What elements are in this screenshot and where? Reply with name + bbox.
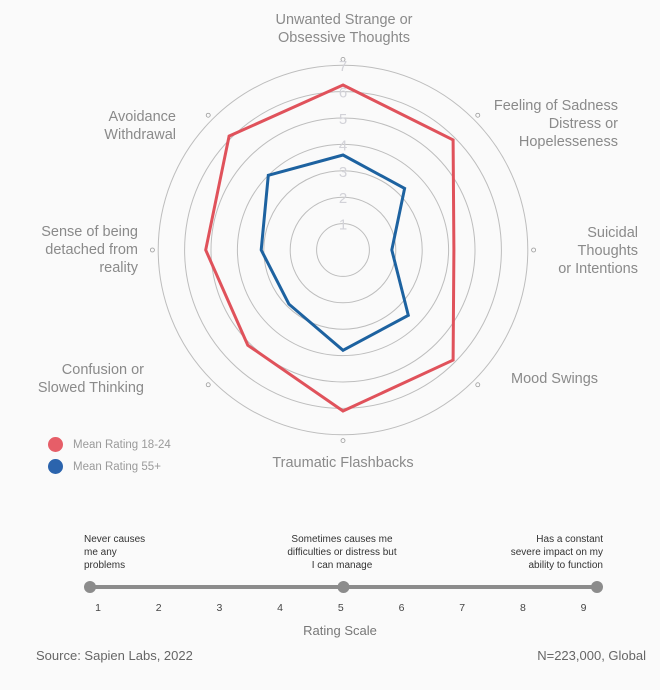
axis-end-marker-0 [340, 56, 346, 62]
radial-tick-label: 5 [339, 111, 347, 128]
scale-note-mid: Sometimes causes me difficulties or distr… [287, 534, 397, 571]
axis-label-6: Sense of being detached from reality [41, 224, 138, 276]
rating-scale-marker [84, 581, 96, 593]
grid-ring-1 [316, 223, 370, 277]
legend-swatch [48, 437, 63, 452]
legend-swatch [48, 459, 63, 474]
rating-scale-title: Rating Scale [303, 623, 377, 638]
scale-note-low: Never causes me any problems [84, 534, 146, 571]
legend-label: Mean Rating 55+ [73, 460, 161, 473]
axis-end-marker-6 [149, 247, 155, 253]
rating-scale-tick: 7 [459, 602, 465, 614]
grid-ring-6 [184, 91, 502, 409]
axis-end-marker-3 [475, 382, 481, 388]
rating-scale-marker [337, 581, 350, 593]
rating-scale-tick: 6 [399, 602, 405, 614]
grid-ring-2 [289, 196, 397, 304]
axis-label-5: Confusion or Slowed Thinking [37, 362, 144, 396]
rating-scale-tick: 4 [277, 602, 283, 614]
radial-tick-label: 2 [339, 190, 347, 207]
grid-ring-7 [157, 64, 529, 436]
axis-end-marker-5 [205, 382, 211, 388]
axis-end-marker-1 [475, 112, 481, 118]
axis-label-2: Suicidal Thoughts or Intentions [558, 225, 638, 277]
series-line-18-24 [204, 83, 456, 413]
series-line-55plus [259, 153, 411, 353]
grid-ring-4 [236, 143, 450, 357]
axis-label-4: Traumatic Flashbacks [272, 455, 414, 471]
grid-ring-3 [263, 170, 423, 330]
axis-end-marker-4 [340, 438, 346, 444]
sample-note: N=223,000, Global [537, 648, 646, 663]
axis-end-marker-2 [531, 247, 537, 253]
source-note: Source: Sapien Labs, 2022 [36, 648, 193, 663]
radial-tick-label: 1 [339, 217, 347, 234]
radial-tick-label: 6 [339, 85, 347, 102]
axis-label-3: Mood Swings [511, 371, 599, 387]
rating-scale-tick: 3 [216, 602, 222, 614]
legend-item-55plus: Mean Rating 55+ [48, 459, 161, 474]
grid-ring-5 [210, 117, 476, 383]
legend-label: Mean Rating 18-24 [73, 438, 171, 451]
rating-scale-tick: 9 [581, 602, 587, 614]
radial-tick-label: 3 [339, 164, 347, 181]
rating-scale-tick: 8 [520, 602, 526, 614]
legend-item-18-24: Mean Rating 18-24 [48, 437, 171, 452]
rating-scale-tick: 5 [338, 602, 344, 614]
axis-label-0: Unwanted Strange or Obsessive Thoughts [275, 12, 413, 46]
scale-note-high: Has a constant severe impact on my ability… [510, 534, 603, 571]
rating-scale-tick: 2 [156, 602, 162, 614]
axis-label-1: Feeling of Sadness Distress or Hopelessene… [493, 98, 618, 150]
rating-scale-marker [591, 581, 603, 593]
axis-end-marker-7 [205, 112, 211, 118]
axis-label-7: Avoidance Withdrawal [104, 109, 176, 143]
radial-tick-label: 7 [339, 58, 347, 75]
radial-tick-label: 4 [339, 137, 347, 154]
rating-scale-tick: 1 [95, 602, 101, 614]
